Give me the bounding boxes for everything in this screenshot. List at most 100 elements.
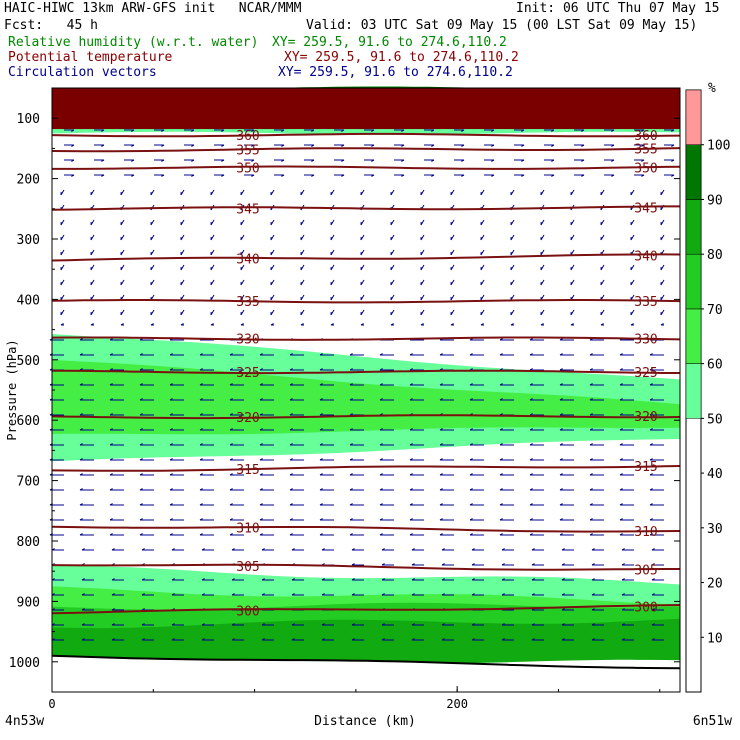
wind-vector-head	[79, 383, 83, 386]
wind-vector-head	[649, 443, 653, 446]
wind-vector-head	[471, 578, 475, 581]
wind-vector-head	[379, 458, 383, 461]
theta-contour-label: 345	[634, 202, 657, 217]
wind-vector-head	[469, 488, 473, 491]
wind-vector-head	[161, 159, 165, 162]
wind-vector-head	[231, 623, 235, 626]
wind-vector-head	[289, 353, 293, 356]
wind-vector-head	[559, 413, 563, 416]
wind-vector-head	[321, 548, 325, 551]
wind-vector-head	[311, 144, 315, 147]
wind-vector-head	[501, 638, 505, 641]
wind-vector-head	[161, 144, 165, 147]
wind-vector-head	[171, 548, 175, 551]
wind-vector-head	[81, 638, 85, 641]
wind-vector-head	[411, 623, 415, 626]
wind-vector-head	[439, 488, 443, 491]
wind-vector-head	[581, 174, 585, 177]
wind-vector-head	[90, 323, 94, 326]
wind-vector-head	[559, 383, 563, 386]
wind-vector-head	[169, 398, 173, 401]
wind-vector-head	[109, 428, 113, 431]
wind-vector-head	[191, 129, 195, 132]
wind-vector-head	[351, 623, 355, 626]
theta-contour	[51, 369, 680, 375]
wind-vector-head	[109, 368, 113, 371]
wind-vector-head	[71, 144, 75, 147]
wind-vector-head	[161, 174, 165, 177]
wind-vector-head	[251, 174, 255, 177]
wind-vector-head	[411, 593, 415, 596]
forecast-hour: Fcst: 45 h	[4, 18, 98, 33]
wind-vector-head	[379, 503, 383, 506]
colorbar-bin	[685, 89, 702, 145]
wind-vector-head	[109, 443, 113, 446]
wind-vector-head	[649, 353, 653, 356]
wind-vector-head	[120, 323, 124, 326]
wind-vector-head	[191, 144, 195, 147]
wind-vector-head	[349, 518, 353, 521]
wind-vector-head	[581, 144, 585, 147]
wind-vector-head	[229, 518, 233, 521]
wind-vector-head	[591, 578, 595, 581]
theta-contour	[51, 414, 681, 420]
theta-contour-label: 350	[634, 162, 657, 177]
wind-vector-head	[521, 144, 525, 147]
wind-vector-head	[79, 443, 83, 446]
wind-vector-head	[349, 383, 353, 386]
wind-vector-head	[101, 129, 105, 132]
wind-vector-head	[651, 623, 655, 626]
wind-vector-head	[411, 638, 415, 641]
wind-vector-head	[649, 413, 653, 416]
wind-vector-head	[471, 563, 475, 566]
wind-vector-head	[379, 518, 383, 521]
wind-vector-head	[289, 533, 293, 536]
wind-vector-head	[259, 458, 263, 461]
wind-vector-head	[180, 323, 184, 326]
wind-vector-head	[111, 608, 115, 611]
wind-vector-head	[561, 578, 565, 581]
wind-vector-head	[229, 533, 233, 536]
wind-vector-head	[649, 368, 653, 371]
wind-vector-head	[79, 458, 83, 461]
wind-vector-head	[349, 473, 353, 476]
wind-vector-head	[651, 608, 655, 611]
wind-vector-head	[411, 548, 415, 551]
wind-vector-head	[501, 548, 505, 551]
wind-vector-head	[289, 458, 293, 461]
wind-vector-head	[561, 608, 565, 611]
wind-vector-head	[379, 368, 383, 371]
y-axis-label: Pressure (hPa)	[5, 339, 19, 440]
wind-vector-head	[349, 368, 353, 371]
wind-vector-head	[531, 548, 535, 551]
rh-top-band	[52, 88, 680, 130]
wind-vector-head	[499, 458, 503, 461]
wind-vector-head	[379, 533, 383, 536]
wind-vector-head	[169, 353, 173, 356]
valid-time: Valid: 03 UTC Sat 09 May 15 (00 LST Sat …	[306, 18, 698, 33]
wind-vector-head	[109, 413, 113, 416]
wind-vector-head	[349, 488, 353, 491]
wind-vector-head	[589, 413, 593, 416]
wind-vector-head	[81, 593, 85, 596]
wind-vector-head	[349, 443, 353, 446]
wind-vector-head	[480, 323, 484, 326]
theta-contour-label: 305	[236, 560, 259, 575]
wind-vector-head	[169, 473, 173, 476]
wind-vector-head	[409, 398, 413, 401]
wind-vector-head	[499, 473, 503, 476]
wind-vector-head	[651, 563, 655, 566]
wind-vector-head	[409, 488, 413, 491]
wind-vector-head	[141, 593, 145, 596]
wind-vector-head	[171, 638, 175, 641]
wind-vector-head	[521, 129, 525, 132]
wind-vector-head	[390, 323, 394, 326]
wind-vector-head	[471, 623, 475, 626]
wind-vector-head	[291, 578, 295, 581]
colorbar-tick-label: 90	[707, 193, 723, 208]
wind-vector-head	[79, 488, 83, 491]
colorbar-bin	[685, 363, 702, 419]
wind-vector-head	[441, 578, 445, 581]
wind-vector-head	[499, 488, 503, 491]
